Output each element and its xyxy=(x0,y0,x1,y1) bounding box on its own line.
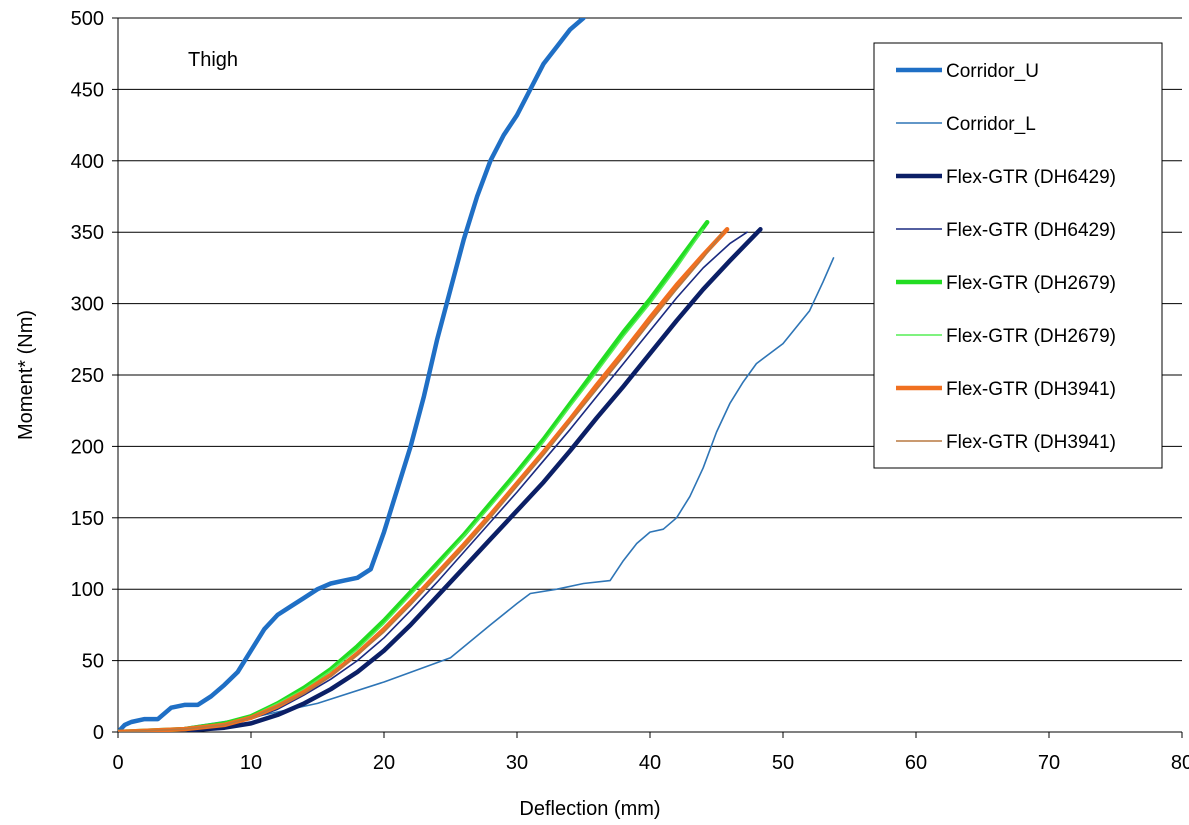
y-tick-label: 200 xyxy=(71,436,104,458)
series-line-2 xyxy=(118,227,763,732)
series-line-0 xyxy=(118,18,586,732)
legend-label: Corridor_U xyxy=(946,61,1039,82)
legend-label: Corridor_L xyxy=(946,114,1036,135)
x-tick-label: 60 xyxy=(905,752,927,774)
x-tick-label: 40 xyxy=(639,752,661,774)
x-tick-label: 20 xyxy=(373,752,395,774)
y-tick-label: 400 xyxy=(71,151,104,173)
series-line-6 xyxy=(118,227,730,732)
legend-label: Flex-GTR (DH2679) xyxy=(946,326,1116,347)
y-tick-label: 0 xyxy=(93,722,104,744)
series-line-7 xyxy=(118,231,724,732)
y-tick-label: 50 xyxy=(82,651,104,673)
y-axis-title: Moment* (Nm) xyxy=(15,310,37,440)
legend-label: Flex-GTR (DH6429) xyxy=(946,220,1116,241)
legend-label: Flex-GTR (DH3941) xyxy=(946,432,1116,453)
series-group xyxy=(118,18,835,732)
legend-label: Flex-GTR (DH3941) xyxy=(946,379,1116,400)
y-tick-label: 150 xyxy=(71,508,104,530)
x-axis-title: Deflection (mm) xyxy=(519,798,660,820)
y-tick-label: 450 xyxy=(71,79,104,101)
x-tick-label: 70 xyxy=(1038,752,1060,774)
series-line-5 xyxy=(118,228,704,732)
y-tick-label: 250 xyxy=(71,365,104,387)
legend-box xyxy=(873,42,1163,469)
y-tick-label: 500 xyxy=(71,8,104,30)
series-line-1 xyxy=(118,257,835,732)
x-tick-label: 0 xyxy=(112,752,123,774)
series-line-4 xyxy=(118,219,710,732)
y-tick-label: 300 xyxy=(71,294,104,316)
y-tick-label: 350 xyxy=(71,222,104,244)
legend-label: Flex-GTR (DH2679) xyxy=(946,273,1116,294)
x-tick-label: 80 xyxy=(1171,752,1189,774)
x-tick-label: 50 xyxy=(772,752,794,774)
legend-label: Flex-GTR (DH6429) xyxy=(946,167,1116,188)
series-line-3 xyxy=(118,231,748,732)
x-tick-label: 10 xyxy=(240,752,262,774)
chart-annotation: Thigh xyxy=(188,49,238,71)
y-tick-label: 100 xyxy=(71,579,104,601)
x-tick-label: 30 xyxy=(506,752,528,774)
